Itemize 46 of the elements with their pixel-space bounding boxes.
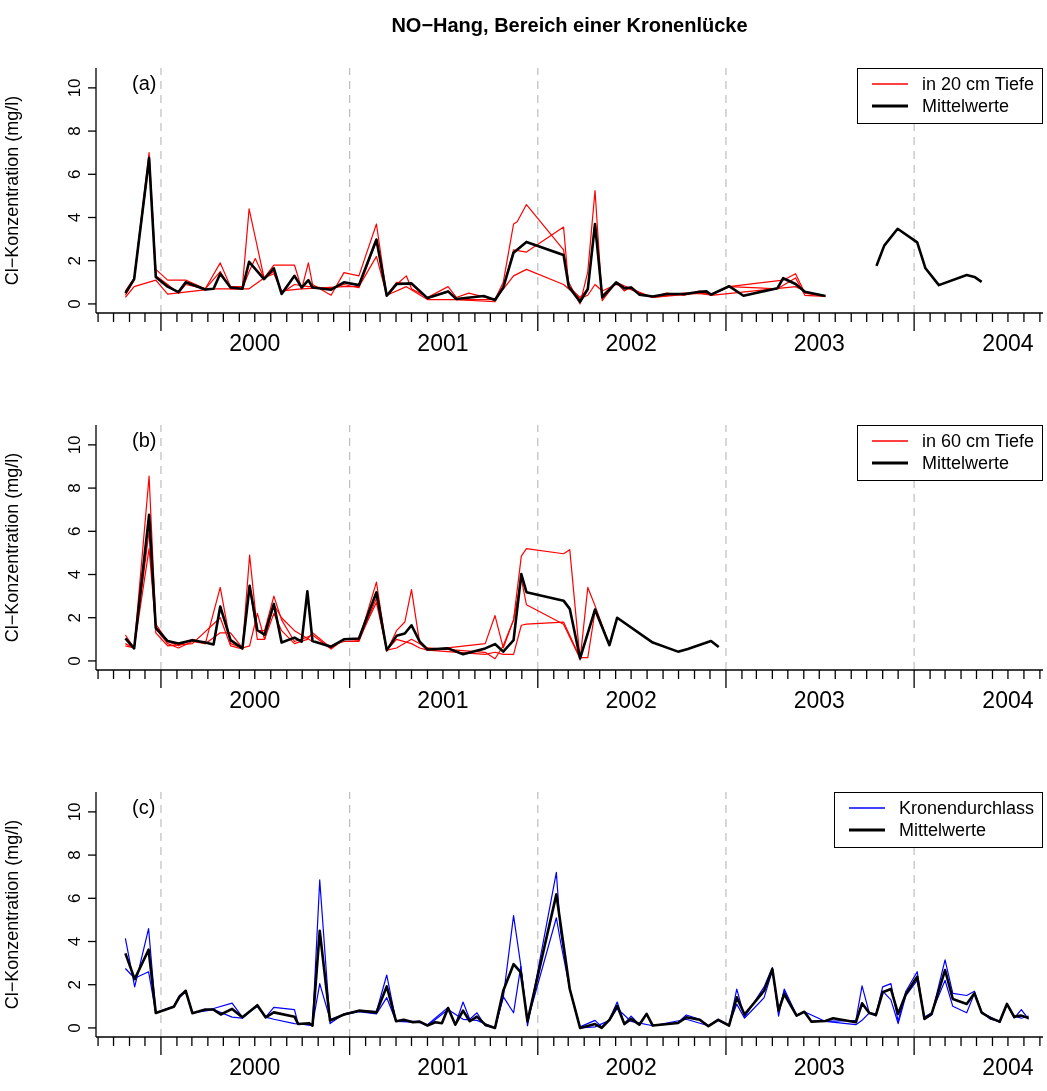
- y-tick-label: 8: [65, 126, 84, 136]
- y-axis-title: Cl−Konzentration (mg/l): [2, 452, 23, 643]
- y-tick-label: 4: [65, 936, 84, 947]
- y-tick-label: 4: [65, 569, 84, 580]
- legend-label: Mittelwerte: [898, 819, 986, 841]
- y-tick-label: 8: [65, 850, 84, 860]
- y-tick-label: 6: [65, 526, 84, 537]
- y-tick-label: 2: [65, 979, 84, 990]
- y-tick-label: 0: [65, 299, 84, 309]
- legend-label: in 20 cm Tiefe: [921, 73, 1034, 95]
- y-tick-label: 6: [65, 169, 84, 180]
- legend-label: Mittelwerte: [921, 95, 1009, 117]
- legend-label: Kronendurchlass: [898, 797, 1034, 819]
- legend-label: in 60 cm Tiefe: [921, 430, 1034, 452]
- y-axis-title: Cl−Konzentration (mg/l): [2, 819, 23, 1010]
- legend-label: Mittelwerte: [921, 452, 1009, 474]
- x-tick-label: 2003: [793, 1054, 845, 1080]
- x-tick-label: 2000: [229, 687, 281, 713]
- y-axis-title: Cl−Konzentration (mg/l): [2, 95, 23, 286]
- y-tick-label: 8: [65, 483, 84, 493]
- x-tick-label: 2004: [982, 1054, 1034, 1080]
- y-tick-label: 10: [65, 78, 84, 98]
- chart-title: NO−Hang, Bereich einer Kronenlücke: [390, 14, 749, 37]
- annotation: (c): [132, 796, 156, 819]
- x-tick-label: 2002: [605, 1054, 657, 1080]
- y-tick-label: 10: [65, 802, 84, 822]
- x-tick-label: 2003: [793, 687, 845, 713]
- y-tick-label: 0: [65, 656, 84, 666]
- annotation: (a): [132, 72, 157, 95]
- annotation: (b): [132, 429, 157, 452]
- x-tick-label: 2001: [417, 330, 469, 356]
- x-tick-label: 2002: [605, 687, 657, 713]
- x-tick-label: 2002: [605, 330, 657, 356]
- y-tick-label: 4: [65, 212, 84, 223]
- y-tick-label: 0: [65, 1023, 84, 1033]
- y-tick-label: 10: [65, 435, 84, 455]
- x-tick-label: 2004: [982, 330, 1034, 356]
- y-tick-label: 6: [65, 893, 84, 904]
- y-tick-label: 2: [65, 255, 84, 266]
- x-tick-label: 2001: [417, 687, 469, 713]
- x-tick-label: 2000: [229, 330, 281, 356]
- y-tick-label: 2: [65, 612, 84, 623]
- x-tick-label: 2003: [793, 330, 845, 356]
- x-tick-label: 2000: [229, 1054, 281, 1080]
- x-tick-label: 2004: [982, 687, 1034, 713]
- x-tick-label: 2001: [417, 1054, 469, 1080]
